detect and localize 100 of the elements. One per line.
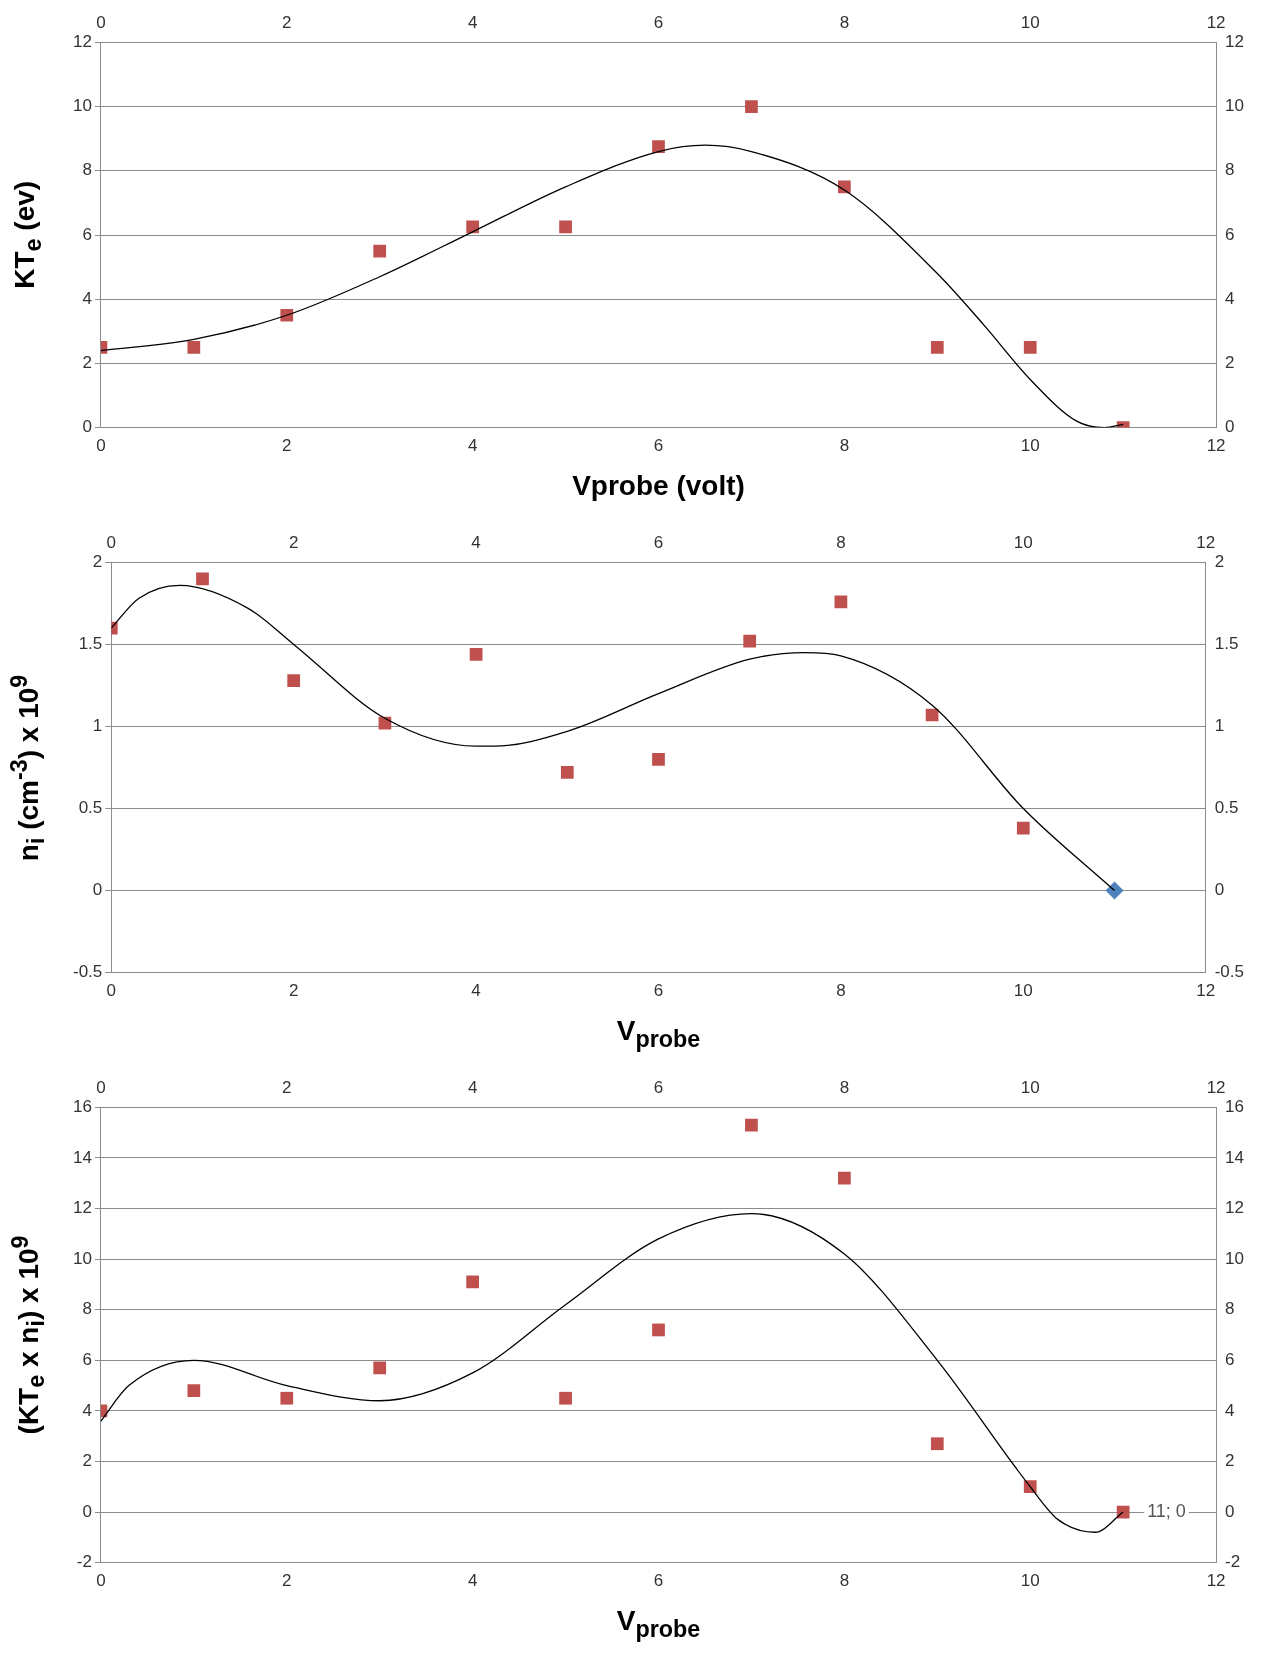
y-tick-label: 1.5	[78, 634, 103, 654]
point	[652, 752, 665, 766]
x-tick-label: 4	[471, 981, 481, 1001]
x2-tick-label: 10	[1020, 1077, 1040, 1097]
x-tick-label: 12	[1206, 436, 1226, 456]
x2-tick-label: 12	[1206, 12, 1226, 32]
x-tick-label: 2	[288, 981, 299, 1001]
x-tick-label: 10	[1013, 981, 1033, 1001]
y-tick-label: 6	[82, 1349, 92, 1369]
y2-tick-label: 2	[1214, 552, 1225, 572]
x2-tick-label: 4	[467, 1077, 478, 1097]
y2-tick-label: 6	[1225, 224, 1235, 244]
y-tick-label: 16	[72, 1097, 92, 1117]
x-axis-title: Vprobe (volt)	[572, 470, 745, 502]
x-tick-label: 0	[106, 981, 117, 1001]
point	[834, 595, 848, 609]
point	[930, 1437, 944, 1451]
y2-tick-label: 0.5	[1214, 798, 1239, 818]
y-tick-label: 4	[82, 288, 92, 308]
y-tick-label: 0	[92, 880, 103, 900]
x-tick-label: 12	[1206, 1571, 1226, 1591]
y2-tick-label: 10	[1225, 96, 1245, 116]
y-tick-label: 4	[82, 1400, 92, 1420]
point	[838, 1171, 851, 1185]
x-axis-title: V$_{probe}$	[616, 1015, 701, 1053]
point	[1023, 340, 1037, 354]
annotation: 11; 0	[1147, 1500, 1186, 1521]
point	[287, 674, 301, 687]
point	[652, 1323, 665, 1337]
y2-tick-label: 12	[1225, 32, 1245, 52]
y2-tick-label: 10	[1225, 1248, 1245, 1268]
x-tick-label: 4	[467, 436, 478, 456]
y2-tick-label: 4	[1225, 288, 1235, 308]
y2-tick-label: 14	[1225, 1147, 1245, 1167]
y2-tick-label: 0	[1225, 417, 1235, 437]
point	[559, 220, 572, 234]
y2-tick-label: 2	[1225, 353, 1235, 373]
y2-tick-label: 1	[1214, 716, 1225, 736]
y-tick-label: -2	[76, 1552, 92, 1572]
y-tick-label: 0	[82, 1501, 92, 1521]
y-tick-label: 2	[82, 1451, 92, 1471]
y-tick-label: 10	[72, 1248, 92, 1268]
y2-tick-label: -2	[1225, 1552, 1241, 1572]
y2-tick-label: 2	[1225, 1451, 1235, 1471]
x2-tick-label: 10	[1013, 532, 1033, 552]
x-tick-label: 8	[839, 436, 850, 456]
point	[930, 340, 944, 354]
point	[187, 340, 201, 354]
point	[745, 1118, 758, 1132]
y-tick-label: 0.5	[78, 798, 103, 818]
y-tick-label: 12	[72, 1198, 92, 1218]
point	[1116, 1505, 1130, 1519]
x2-tick-label: 8	[839, 1077, 850, 1097]
x2-tick-label: 4	[471, 532, 481, 552]
x-tick-label: 2	[282, 1571, 292, 1591]
x-tick-label: 6	[653, 436, 664, 456]
x2-tick-label: 8	[839, 12, 850, 32]
point	[1105, 881, 1124, 900]
y-tick-label: 6	[82, 224, 92, 244]
x-axis-title: V$_{probe}$	[616, 1605, 701, 1643]
y2-tick-label: 16	[1225, 1097, 1245, 1117]
x-tick-label: 8	[839, 1571, 850, 1591]
y-tick-label: 0	[82, 417, 92, 437]
x-tick-label: 10	[1020, 1571, 1040, 1591]
point	[1016, 821, 1030, 835]
point	[560, 766, 574, 779]
y2-tick-label: 1.5	[1214, 634, 1239, 654]
y-tick-label: 12	[72, 32, 92, 52]
y-tick-label: 2	[82, 353, 92, 373]
y-tick-label: 10	[72, 96, 92, 116]
point	[373, 1361, 387, 1375]
x-tick-label: 4	[467, 1571, 478, 1591]
point	[373, 244, 387, 258]
point	[743, 634, 757, 648]
y2-tick-label: 0	[1214, 880, 1225, 900]
y2-tick-label: -0.5	[1214, 962, 1244, 982]
y-tick-label: 1	[92, 716, 103, 736]
point	[187, 1384, 201, 1397]
point	[559, 1391, 572, 1405]
x2-tick-label: 6	[653, 12, 664, 32]
x2-tick-label: 10	[1020, 12, 1040, 32]
y2-tick-label: 12	[1225, 1198, 1245, 1218]
y-tick-label: 2	[92, 552, 103, 572]
x2-tick-label: 12	[1206, 1077, 1226, 1097]
y-tick-label: 8	[82, 160, 92, 180]
x2-tick-label: 6	[653, 1077, 664, 1097]
point	[745, 100, 758, 113]
x2-tick-label: 0	[106, 532, 117, 552]
point	[196, 572, 209, 586]
point	[652, 140, 665, 154]
x-tick-label: 6	[653, 1571, 664, 1591]
x-tick-label: 8	[836, 981, 846, 1001]
y-tick-label: 14	[72, 1147, 92, 1167]
point	[466, 1275, 479, 1289]
x2-tick-label: 6	[653, 532, 664, 552]
y2-tick-label: 8	[1225, 1299, 1235, 1319]
y-tick-label: 8	[82, 1299, 92, 1319]
y-tick-label: -0.5	[73, 962, 103, 982]
x2-tick-label: 4	[467, 12, 478, 32]
y2-tick-label: 0	[1225, 1501, 1235, 1521]
